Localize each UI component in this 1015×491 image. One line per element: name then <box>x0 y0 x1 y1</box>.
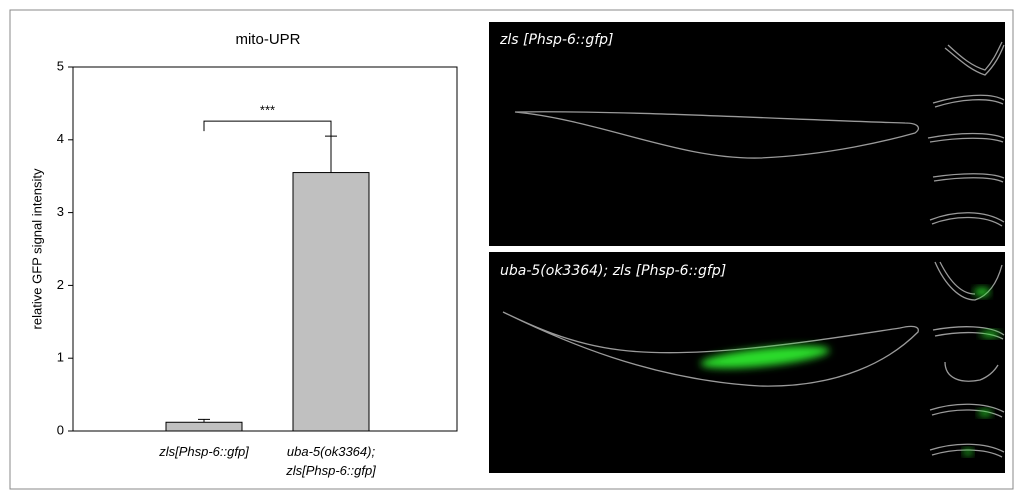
bar <box>165 421 243 432</box>
chart-title: mito-UPR <box>235 31 300 48</box>
y-tick-label: 1 <box>57 350 64 365</box>
y-tick-label: 0 <box>57 422 64 437</box>
plot-frame <box>72 66 458 432</box>
worm <box>932 173 1005 183</box>
y-tick-label: 3 <box>57 204 64 219</box>
gfp-signal <box>700 345 830 369</box>
worm <box>929 212 1005 227</box>
x-tick-label: zls[Phsp-6::gfp] <box>159 444 249 459</box>
worm <box>934 261 1003 301</box>
error-bar <box>325 135 337 173</box>
gfp-signal <box>980 331 1000 337</box>
panel-label: uba-5(ok3364); zls [Phsp-6::gfp] <box>500 263 726 279</box>
worm <box>944 361 999 382</box>
worm <box>944 41 1005 76</box>
image-panel <box>489 22 1005 246</box>
significance-bracket <box>203 120 332 137</box>
error-bar <box>198 418 210 423</box>
bar <box>292 172 370 432</box>
significance-label: *** <box>260 103 275 118</box>
worm <box>929 403 1005 418</box>
worm <box>932 326 1005 340</box>
y-tick-label: 2 <box>57 277 64 292</box>
figure-border <box>9 9 1014 490</box>
gfp-signal <box>963 449 973 455</box>
worm <box>927 132 1005 143</box>
worm <box>514 111 919 159</box>
y-tick-label: 4 <box>57 131 64 146</box>
y-tick-label: 5 <box>57 58 64 73</box>
gfp-signal <box>974 288 990 296</box>
y-axis-label: relative GFP signal intensity <box>29 168 44 329</box>
gfp-signal <box>978 410 992 416</box>
worm <box>932 94 1005 108</box>
panel-label: zls [Phsp-6::gfp] <box>499 32 614 48</box>
x-tick-label: uba-5(ok3364); zls[Phsp-6::gfp] <box>286 444 376 478</box>
worm <box>502 311 919 387</box>
